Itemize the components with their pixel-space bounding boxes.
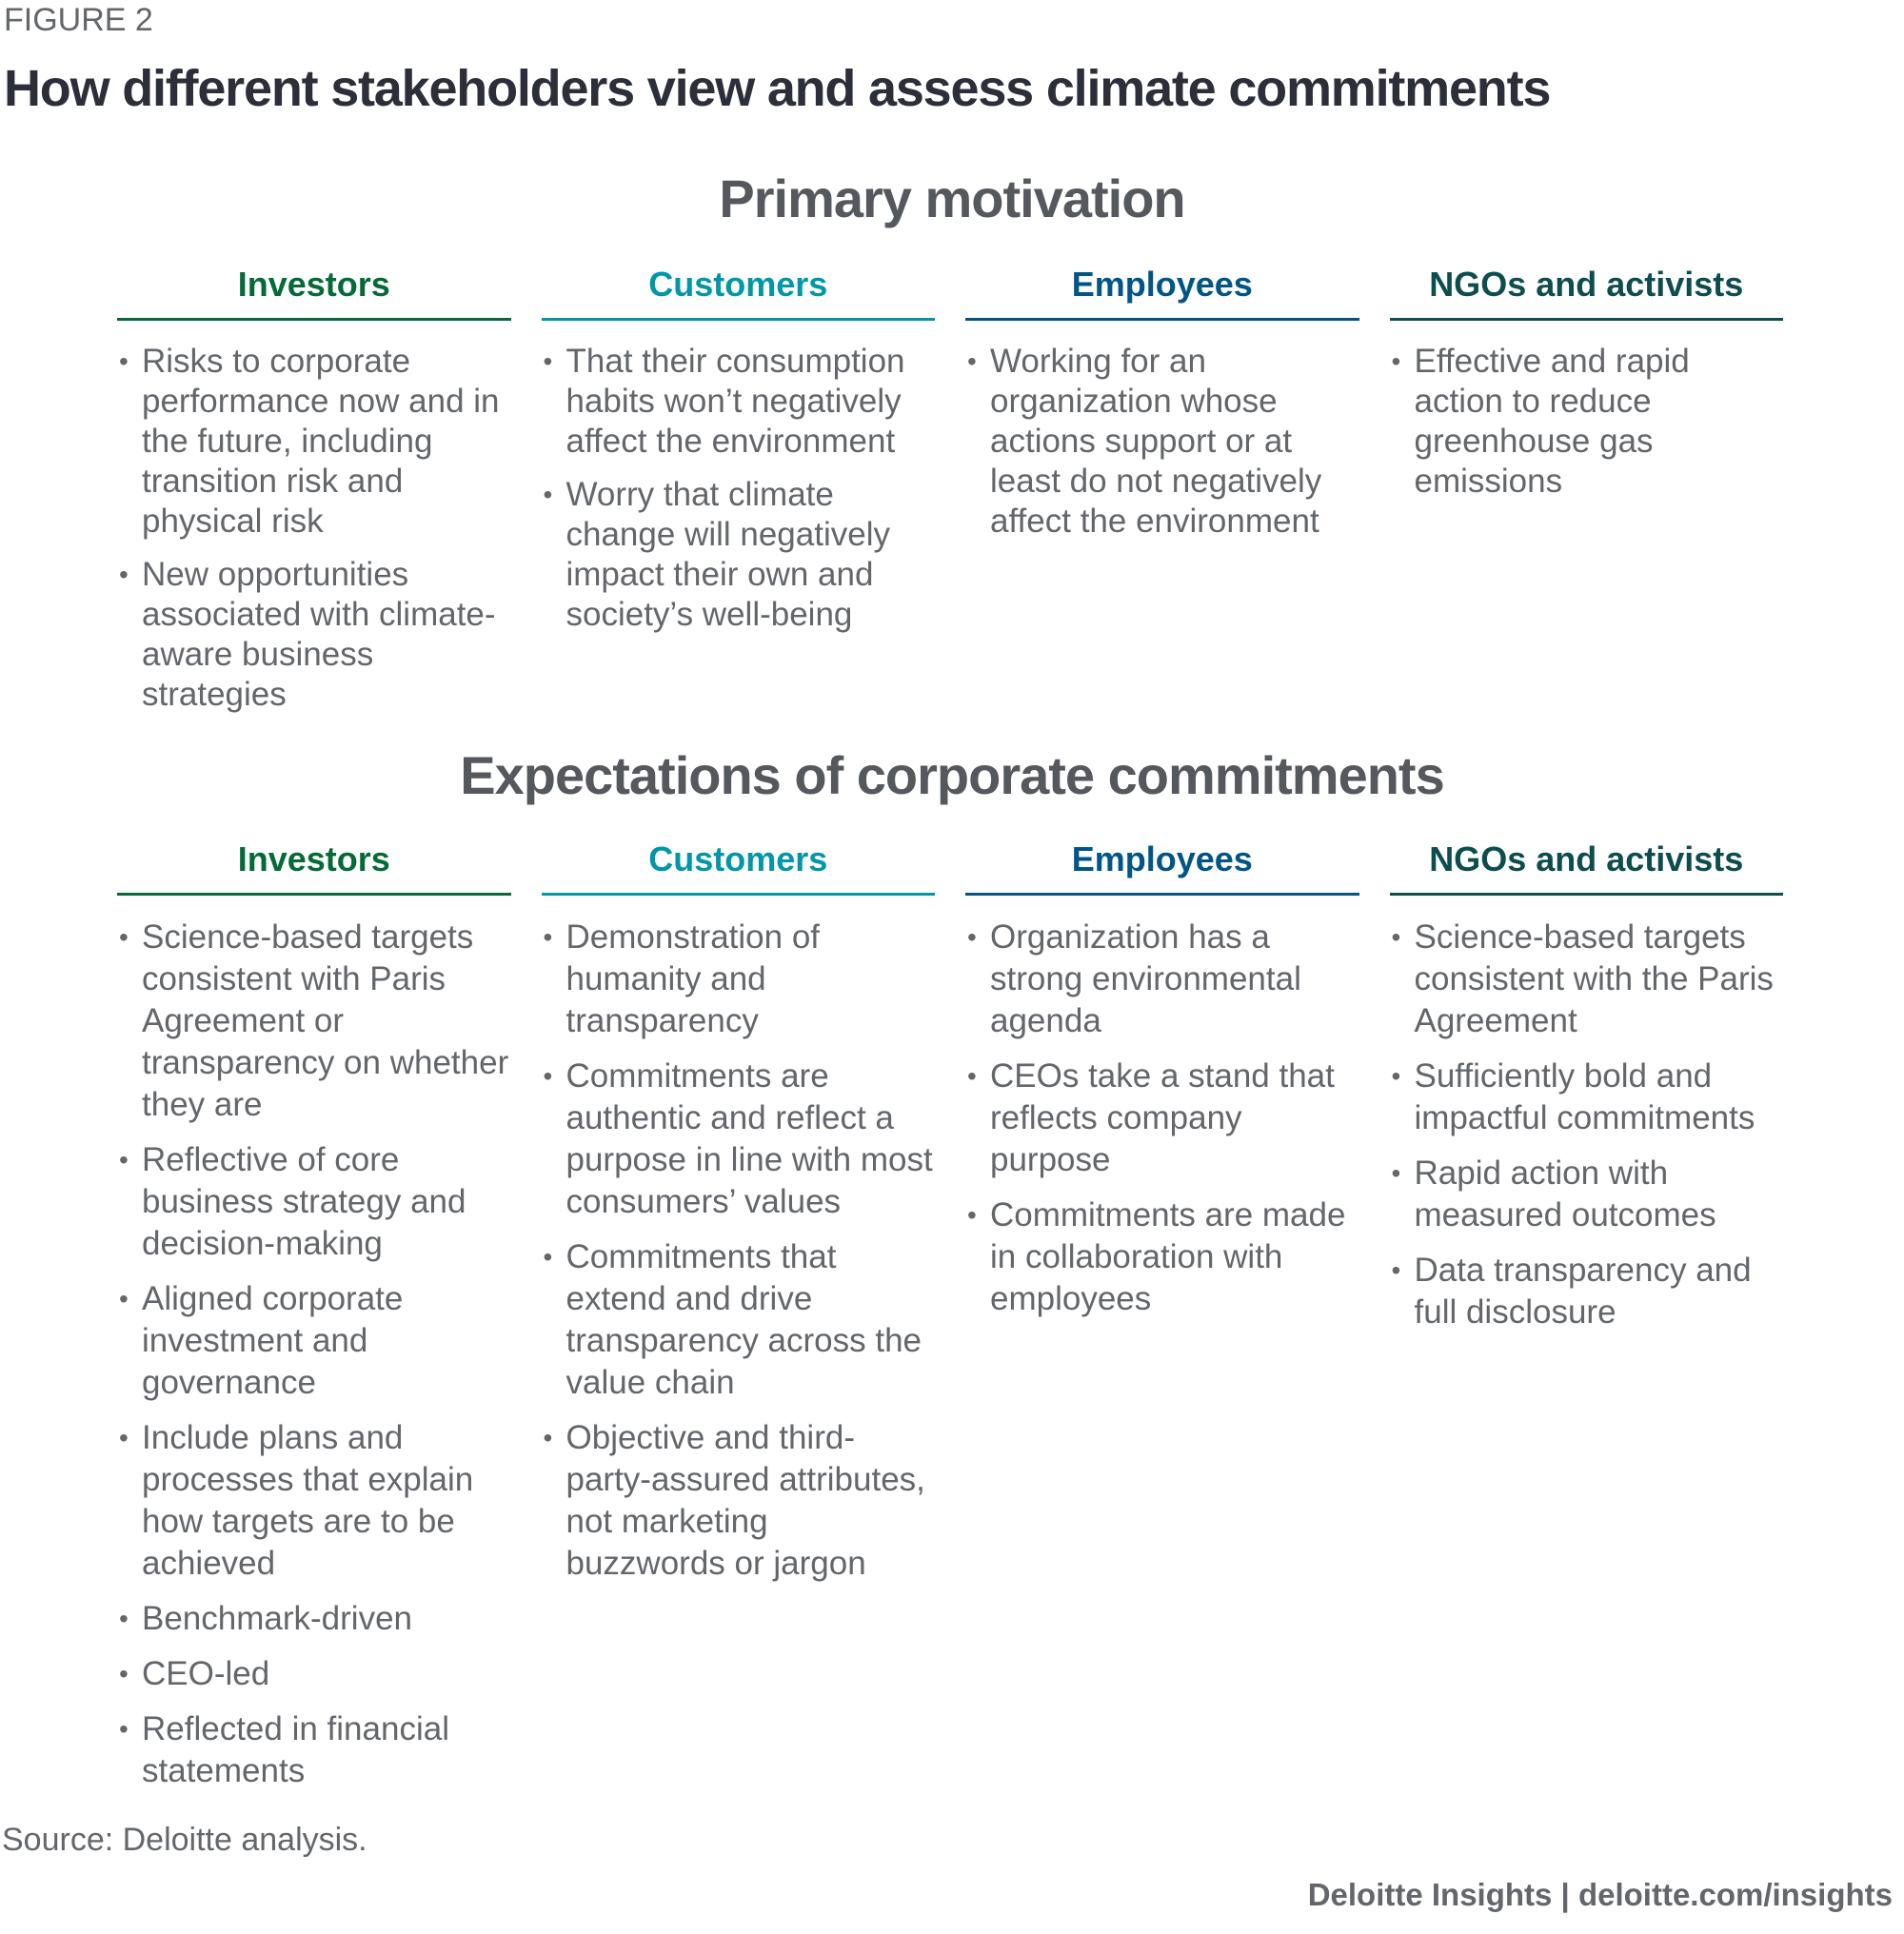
bullet-list: Science-based targets consistent with Pa… [117, 917, 511, 1792]
section-heading-primary-motivation: Primary motivation [719, 168, 1185, 228]
primary-motivation-columns: Investors Risks to corporate performance … [117, 265, 1783, 728]
column-investors: Investors Risks to corporate performance … [117, 265, 511, 728]
list-item: Commitments are authentic and reflect a … [542, 1056, 936, 1223]
list-item: Reflective of core business strategy and… [117, 1139, 511, 1265]
bullet-list: Working for an organization whose action… [965, 342, 1359, 542]
list-item: Risks to corporate performance now and i… [117, 342, 511, 542]
list-item: Benchmark-driven [117, 1598, 511, 1640]
column-header: Customers [541, 839, 935, 896]
bullet-list: Risks to corporate performance now and i… [117, 342, 511, 715]
list-item: Commitments are made in collaboration wi… [965, 1194, 1359, 1320]
list-item: Objective and third-party-assured attrib… [542, 1417, 936, 1585]
list-item: Aligned corporate investment and governa… [117, 1278, 511, 1404]
list-item: CEOs take a stand that reflects company … [965, 1056, 1359, 1181]
column-ngos: NGOs and activists Effective and rapid ac… [1389, 265, 1784, 728]
list-item: Working for an organization whose action… [965, 342, 1359, 542]
column-header: Employees [965, 839, 1359, 896]
list-item: New opportunities associated with climat… [117, 555, 511, 715]
bullet-list: Effective and rapid action to reduce gre… [1390, 342, 1784, 502]
column-employees: Employees Working for an organization who… [965, 265, 1359, 728]
column-header: Employees [965, 265, 1359, 321]
list-item: Organization has a strong environmental … [965, 917, 1359, 1042]
list-item: CEO-led [117, 1653, 511, 1695]
column-employees: Employees Organization has a strong envir… [965, 839, 1359, 1806]
column-ngos: NGOs and activists Science-based targets … [1389, 839, 1784, 1806]
list-item: That their consumption habits won’t nega… [542, 342, 936, 462]
column-header: NGOs and activists [1389, 839, 1783, 896]
column-header: Customers [541, 265, 935, 321]
list-item: Demonstration of humanity and transparen… [542, 917, 936, 1042]
list-item: Rapid action with measured outcomes [1390, 1153, 1784, 1236]
list-item: Reflected in financial statements [117, 1708, 511, 1792]
bullet-list: Science-based targets consistent with th… [1390, 917, 1784, 1333]
list-item: Commitments that extend and drive transp… [542, 1236, 936, 1404]
column-investors: Investors Science-based targets consisten… [117, 839, 511, 1806]
expectations-columns: Investors Science-based targets consisten… [117, 839, 1783, 1806]
list-item: Sufficiently bold and impactful commitme… [1390, 1056, 1784, 1139]
figure-label: FIGURE 2 [4, 2, 153, 38]
bullet-list: That their consumption habits won’t nega… [542, 342, 936, 635]
footer-credit: Deloitte Insights | deloitte.com/insight… [1307, 1877, 1893, 1912]
column-header: NGOs and activists [1389, 265, 1783, 321]
column-customers: Customers Demonstration of humanity and t… [541, 839, 936, 1806]
column-header: Investors [117, 839, 511, 896]
column-customers: Customers That their consumption habits w… [541, 265, 936, 728]
source-note: Source: Deloitte analysis. [2, 1822, 367, 1858]
section-heading-expectations: Expectations of corporate commitments [460, 745, 1444, 805]
list-item: Effective and rapid action to reduce gre… [1390, 342, 1784, 502]
bullet-list: Organization has a strong environmental … [965, 917, 1359, 1320]
bullet-list: Demonstration of humanity and transparen… [542, 917, 936, 1585]
list-item: Worry that climate change will negativel… [542, 475, 936, 635]
column-header: Investors [117, 265, 511, 321]
page-title: How different stakeholders view and asse… [4, 60, 1551, 117]
list-item: Data transparency and full disclosure [1390, 1250, 1784, 1333]
list-item: Science-based targets consistent with Pa… [117, 917, 511, 1126]
list-item: Science-based targets consistent with th… [1390, 917, 1784, 1042]
list-item: Include plans and processes that explain… [117, 1417, 511, 1585]
